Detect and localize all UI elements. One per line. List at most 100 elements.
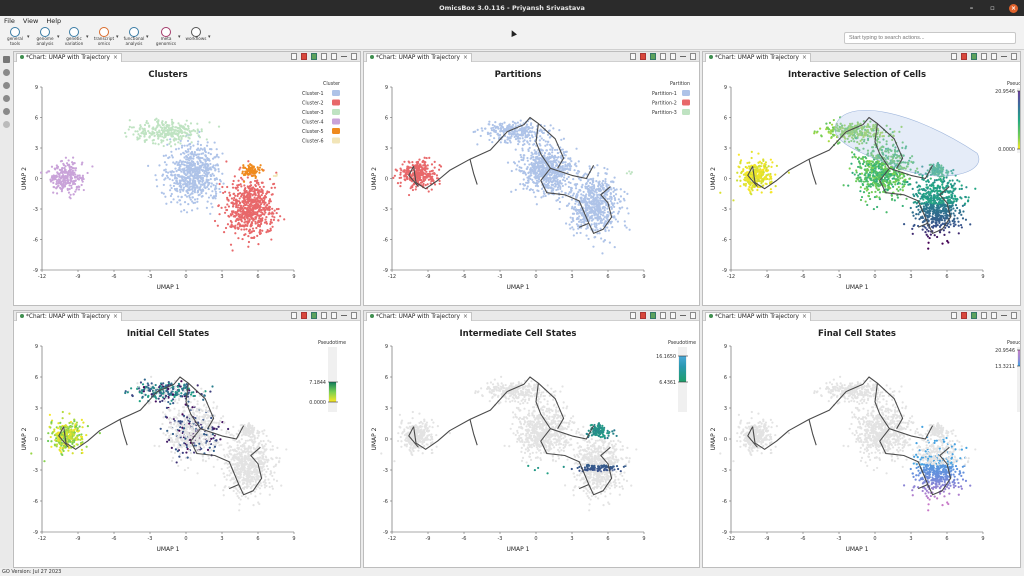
sidebar-tool-icon[interactable] [2,82,10,89]
data-point [564,163,567,166]
pdf-icon[interactable] [961,53,967,60]
data-point [573,169,576,172]
toolbar-transcript-omics-button[interactable]: transcript omics [92,26,116,50]
pdf-icon[interactable] [301,53,307,60]
menu-view[interactable]: View [22,17,39,25]
close-tab-icon[interactable]: × [462,55,468,61]
copy-icon[interactable] [991,53,997,60]
export-icon[interactable] [951,53,957,60]
data-point [521,127,525,131]
data-point [593,225,597,228]
tab-chart-umap[interactable]: *Chart: UMAP with Trajectory × [16,53,122,62]
menu-help[interactable]: Help [46,17,62,25]
data-point [605,193,609,196]
maximize-panel-icon[interactable] [351,53,357,60]
toolbar-workflows-button[interactable]: workflows [184,26,208,50]
data-point [239,218,242,221]
export-icon[interactable] [630,53,636,60]
gear-icon [10,27,20,37]
excel-icon[interactable] [971,53,977,60]
data-point [764,175,767,179]
data-point [612,194,616,198]
minimize-panel-icon[interactable] [680,56,686,57]
search-actions-input[interactable] [844,32,1016,44]
close-tab-icon[interactable]: × [801,55,807,61]
data-point [245,220,248,223]
data-point [438,164,441,167]
data-point [763,162,766,166]
copy-icon[interactable] [331,53,337,60]
copy-icon[interactable] [670,53,676,60]
data-point [167,130,170,133]
data-point [68,166,71,169]
menu-file[interactable]: File [4,17,15,25]
trajectory-segment [469,159,478,185]
excel-icon[interactable] [650,53,656,60]
data-point [190,209,194,212]
close-tab-icon[interactable]: × [112,55,118,61]
data-point [209,212,212,215]
toolbar-general-tools-button[interactable]: general tools [3,26,27,50]
export-icon[interactable] [291,53,297,60]
toolbar-meta-genomics-button[interactable]: meta genomics [154,26,178,50]
sidebar-tool-icon[interactable] [2,95,10,102]
tab-chart-umap[interactable]: *Chart: UMAP with Trajectory × [705,53,811,62]
data-point [561,184,564,188]
data-point [599,216,602,220]
data-point [423,156,426,159]
dropdown-arrow-icon[interactable]: ▾ [86,34,89,40]
dropdown-arrow-icon[interactable]: ▾ [208,34,211,40]
variation-icon [69,27,79,37]
data-point [179,181,182,184]
toolbar-functional-analysis-button[interactable]: functional analysis [122,26,146,50]
sidebar-tool-icon[interactable] [2,69,10,76]
toolbar-genome-analysis-button[interactable]: genome analysis [33,26,57,50]
data-point [169,194,173,198]
data-point [847,135,850,138]
sidebar-tool-icon[interactable] [2,56,10,63]
minimize-panel-icon[interactable] [341,56,347,57]
data-point [755,165,758,168]
sidebar-tool-icon[interactable] [2,121,10,128]
data-point [578,177,581,180]
minimize-panel-icon[interactable] [1001,56,1007,57]
data-point [546,133,550,136]
data-point [169,133,172,136]
dropdown-arrow-icon[interactable]: ▾ [57,34,60,40]
data-point [196,143,199,146]
data-point [551,189,555,192]
save-icon[interactable] [981,53,987,60]
data-point [252,219,255,222]
data-point [598,204,601,207]
data-point [155,126,158,129]
data-point [555,163,558,166]
dropdown-arrow-icon[interactable]: ▾ [178,34,181,40]
maximize-panel-icon[interactable] [1011,53,1017,60]
save-icon[interactable] [660,53,666,60]
data-point [872,174,875,177]
data-point [71,161,74,164]
tab-chart-umap[interactable]: *Chart: UMAP with Trajectory × [366,53,472,62]
toolbar-genetic-variation-button[interactable]: genetic variation [62,26,86,50]
data-point [904,167,907,170]
data-point [175,129,178,132]
close-button[interactable]: × [1009,3,1018,13]
excel-icon[interactable] [311,53,317,60]
data-point [599,196,602,199]
pdf-icon[interactable] [640,53,646,60]
maximize-button[interactable]: ▫ [990,3,995,12]
data-point [616,202,619,205]
maximize-panel-icon[interactable] [690,53,696,60]
minimize-button[interactable]: – [969,3,974,12]
data-point [613,216,616,219]
data-point [185,166,188,169]
dropdown-arrow-icon[interactable]: ▾ [27,34,30,40]
dropdown-arrow-icon[interactable]: ▾ [146,34,149,40]
save-icon[interactable] [321,53,327,60]
data-point [518,137,522,140]
sidebar-tool-icon[interactable] [2,108,10,115]
data-point [72,167,76,170]
data-point [899,188,902,191]
data-point [602,188,605,191]
dropdown-arrow-icon[interactable]: ▾ [116,34,119,40]
